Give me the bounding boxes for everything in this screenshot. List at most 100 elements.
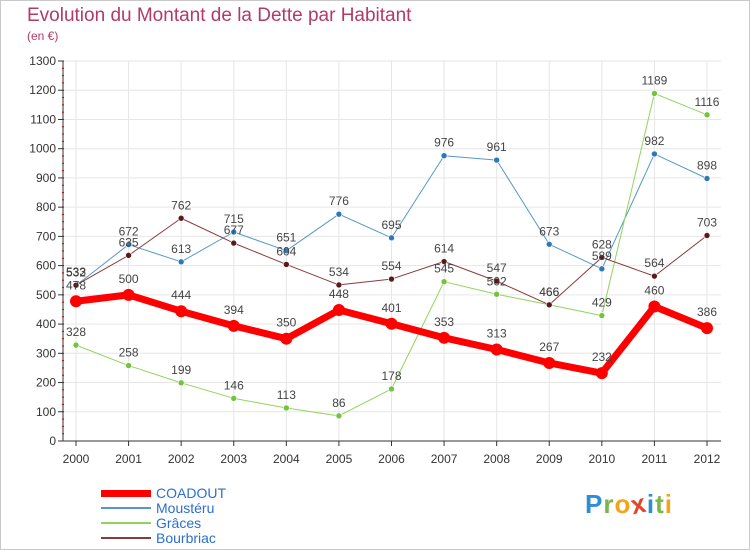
logo-letter: o [614, 489, 632, 519]
legend: COADOUT Moustéru Grâces Bourbriac [101, 486, 301, 546]
data-label-coadout: 500 [119, 272, 139, 286]
legend-swatch [101, 537, 151, 539]
data-label-bourbriac: 614 [434, 242, 454, 256]
x-tick-label: 2008 [483, 452, 510, 466]
x-tick-label: 2007 [431, 452, 458, 466]
data-label-graces: 113 [277, 388, 296, 402]
data-point-coadout [332, 304, 345, 317]
data-label-bourbriac: 703 [697, 216, 717, 230]
data-label-coadout: 444 [171, 288, 191, 302]
x-tick-label: 2005 [326, 452, 353, 466]
data-point-bourbriac [388, 275, 395, 283]
legend-swatch [101, 507, 151, 509]
data-label-coadout: 232 [592, 350, 612, 364]
data-label-mousteru: 651 [276, 231, 296, 245]
data-label-mousteru: 776 [329, 194, 349, 208]
legend-item: COADOUT [101, 486, 301, 501]
legend-label: Bourbriac [156, 530, 216, 546]
x-tick-label: 2009 [536, 452, 563, 466]
data-point-graces [335, 412, 343, 420]
data-label-coadout: 448 [329, 287, 349, 301]
logo-letter: i [646, 489, 656, 519]
data-label-bourbriac: 564 [644, 256, 664, 270]
data-label-coadout: 394 [224, 303, 244, 317]
data-label-coadout: 460 [644, 284, 664, 298]
data-label-coadout: 401 [381, 301, 401, 315]
data-label-mousteru: 715 [224, 212, 244, 226]
logo-letter: r [603, 489, 615, 519]
data-point-bourbriac [493, 277, 500, 285]
data-point-mousteru [283, 247, 290, 255]
data-label-mousteru: 589 [592, 249, 612, 263]
logo-letter: t [655, 489, 665, 519]
data-label-graces: 258 [119, 346, 139, 360]
data-label-coadout: 313 [487, 327, 507, 341]
data-point-mousteru [598, 265, 606, 273]
data-label-graces: 86 [332, 396, 346, 410]
data-point-bourbriac [283, 261, 290, 268]
data-point-bourbriac [651, 272, 658, 280]
data-point-coadout [490, 343, 503, 356]
x-tick-label: 2006 [378, 452, 405, 466]
y-tick-label: 200 [36, 376, 56, 390]
data-point-mousteru [493, 156, 500, 164]
legend-swatch [101, 522, 151, 524]
data-point-bourbriac [125, 252, 132, 259]
x-tick-label: 2011 [642, 452, 668, 466]
x-tick-label: 2000 [63, 452, 90, 466]
data-label-graces: 178 [381, 369, 401, 383]
x-tick-label: 2003 [220, 452, 247, 466]
data-point-graces [283, 404, 290, 412]
data-label-mousteru: 613 [171, 242, 191, 256]
y-tick-label: 1200 [29, 83, 56, 97]
data-point-coadout [438, 331, 451, 344]
logo-letter: P [585, 489, 604, 519]
data-label-mousteru: 532 [66, 265, 86, 279]
data-label-graces: 466 [539, 285, 559, 299]
x-tick-label: 2001 [115, 452, 142, 466]
chart-unit: (en €) [27, 29, 59, 43]
data-point-graces [440, 278, 448, 285]
data-point-mousteru [230, 228, 238, 236]
data-label-mousteru: 982 [644, 134, 664, 148]
y-tick-label: 500 [36, 288, 56, 302]
data-point-bourbriac [545, 301, 553, 309]
y-tick-label: 900 [36, 171, 56, 185]
data-label-graces: 1116 [695, 95, 720, 109]
legend-label: COADOUT [156, 485, 226, 501]
legend-item: Bourbriac [101, 531, 301, 546]
data-label-graces: 1189 [642, 73, 668, 87]
data-point-bourbriac [703, 232, 711, 239]
data-point-mousteru [125, 241, 132, 248]
data-label-mousteru: 672 [119, 225, 139, 239]
data-label-bourbriac: 635 [119, 235, 139, 249]
proxiti-logo: Proxiti [585, 488, 673, 521]
data-label-mousteru: 898 [697, 159, 717, 173]
data-label-graces: 545 [434, 262, 454, 276]
data-point-coadout [122, 288, 135, 301]
data-point-bourbriac [335, 281, 343, 289]
x-tick-label: 2012 [694, 452, 721, 466]
data-point-graces [230, 395, 238, 402]
data-point-mousteru [651, 150, 658, 158]
y-tick-label: 1000 [29, 142, 56, 156]
y-tick-label: 400 [36, 317, 56, 331]
data-label-bourbriac: 534 [329, 265, 349, 279]
y-tick-label: 1100 [30, 112, 56, 126]
legend-label: Moustéru [156, 500, 215, 516]
data-point-bourbriac [72, 281, 80, 289]
data-point-mousteru [545, 240, 553, 248]
data-point-bourbriac [177, 214, 185, 222]
legend-item: Moustéru [101, 501, 301, 516]
data-point-graces [177, 379, 185, 387]
chart-title: Evolution du Montant de la Dette par Hab… [27, 5, 412, 26]
y-tick-label: 800 [36, 200, 56, 214]
data-label-graces: 146 [224, 378, 244, 392]
data-label-bourbriac: 533 [66, 265, 86, 279]
data-label-bourbriac: 466 [539, 285, 559, 299]
data-label-bourbriac: 628 [592, 237, 612, 251]
data-point-coadout [70, 295, 82, 308]
data-label-bourbriac: 604 [276, 244, 296, 258]
data-point-mousteru [440, 152, 448, 160]
